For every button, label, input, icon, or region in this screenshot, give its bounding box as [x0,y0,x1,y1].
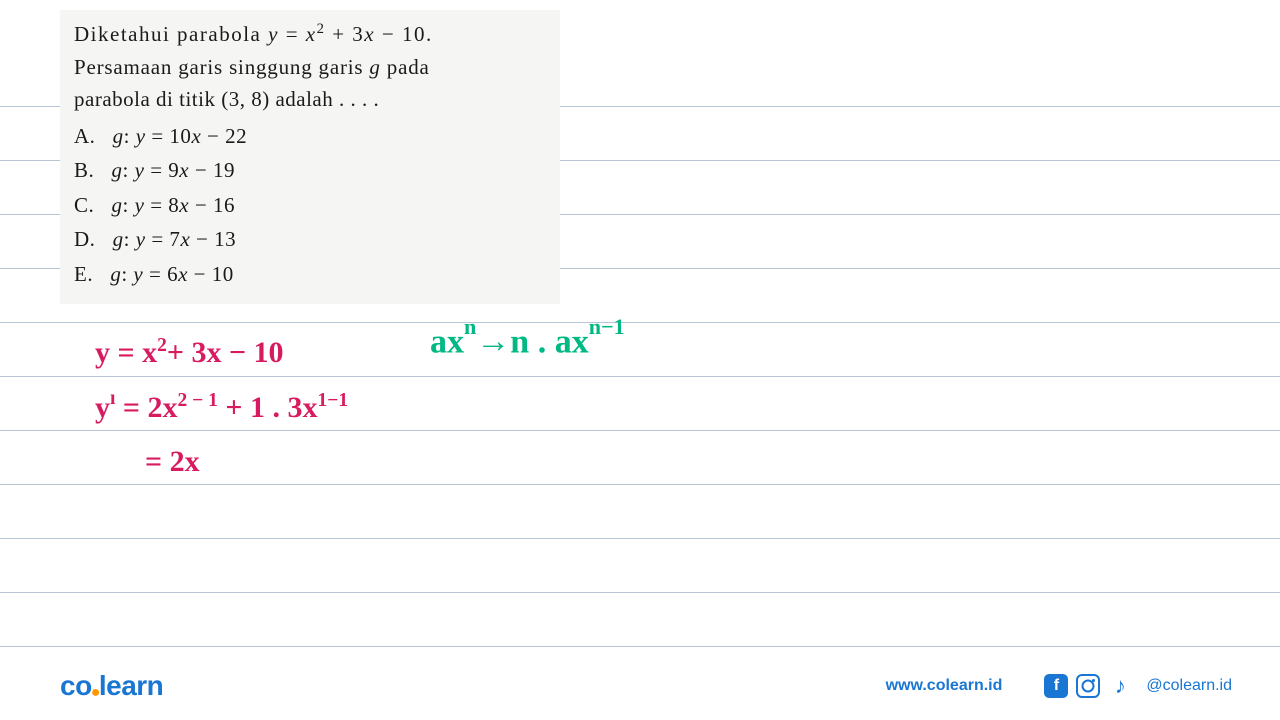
option-d: D. g: y = 7x − 13 [74,223,546,256]
var-x: x [180,227,190,251]
var-g: g [369,55,380,79]
hw-prime: ı [110,388,115,409]
question-text: Persamaan garis singgung garis [74,55,369,79]
logo: co●learn [60,670,163,702]
eq-text: = 9 [144,158,179,182]
var-y: y [268,22,279,46]
facebook-icon: f [1044,674,1068,698]
colon: : [121,262,133,286]
var-y: y [135,158,145,182]
eq-text: = 6 [143,262,178,286]
handwriting-eq-2: yı = 2x2 − 1 + 1 . 3x1−1 [95,390,348,425]
colon: : [124,227,136,251]
hw-exponent: n−1 [589,314,625,339]
var-x: x [306,22,317,46]
var-x: x [179,158,189,182]
hw-exponent: 2 [157,335,167,356]
var-x: x [191,124,201,148]
hw-exponent: 2 − 1 [178,390,218,411]
question-line-1: Diketahui parabola y = x2 + 3x − 10. [74,18,546,51]
footer-right: www.colearn.id f ♪ @colearn.id [886,674,1232,698]
hw-text: = 2x [145,445,200,478]
option-letter: B. [74,158,94,182]
instagram-icon [1076,674,1100,698]
eq-text: − 10. [375,22,433,46]
footer: co●learn www.colearn.id f ♪ @colearn.id [0,670,1280,702]
question-text: Diketahui parabola [74,22,268,46]
var-x: x [364,22,375,46]
hw-text: = 2x [115,391,177,424]
var-g: g [113,124,124,148]
var-y: y [136,124,146,148]
var-x: x [179,193,189,217]
colon: : [123,193,135,217]
option-a: A. g: y = 10x − 22 [74,120,546,153]
footer-url: www.colearn.id [886,677,1003,695]
eq-text: − 22 [201,124,247,148]
option-e: E. g: y = 6x − 10 [74,258,546,291]
var-g: g [113,227,124,251]
colon: : [123,158,135,182]
eq-text: − 13 [190,227,236,251]
hw-exponent: 1−1 [318,390,349,411]
var-y: y [133,262,143,286]
eq-text: = 7 [146,227,181,251]
logo-learn: learn [99,670,163,701]
var-g: g [112,158,123,182]
question-box: Diketahui parabola y = x2 + 3x − 10. Per… [60,10,560,304]
handwriting-eq-3: = 2x [145,445,200,479]
logo-co: co [60,670,92,701]
eq-text: = 10 [146,124,192,148]
eq-text: + 3 [325,22,364,46]
colon: : [124,124,136,148]
arrow-icon: → [476,323,510,361]
option-letter: E. [74,262,93,286]
eq-text: − 10 [188,262,234,286]
option-c: C. g: y = 8x − 16 [74,189,546,222]
eq-text: = 8 [144,193,179,217]
eq-text: − 16 [189,193,235,217]
eq-sign: = [279,22,306,46]
social-handle: @colearn.id [1146,677,1232,695]
eq-text: − 19 [189,158,235,182]
var-x: x [178,262,188,286]
hw-text: + 3x − 10 [167,336,284,369]
var-g: g [110,262,121,286]
logo-dot-icon: ● [91,684,100,702]
tiktok-icon: ♪ [1108,674,1132,698]
handwriting-eq-1: y = x2+ 3x − 10 [95,335,284,370]
var-g: g [112,193,123,217]
hw-text: + 1 . 3x [218,391,318,424]
question-line-3: parabola di titik (3, 8) adalah . . . . [74,83,546,116]
hw-text: y = x [95,336,157,369]
option-b: B. g: y = 9x − 19 [74,154,546,187]
handwriting-rule: axn → n . axn−1 [430,320,625,361]
hw-text: y [95,391,110,424]
hw-text: n . ax [510,323,588,360]
hw-exponent: n [464,314,476,339]
var-y: y [135,193,145,217]
options-list: A. g: y = 10x − 22 B. g: y = 9x − 19 C. … [74,120,546,291]
option-letter: C. [74,193,94,217]
hw-text: ax [430,323,464,360]
option-letter: A. [74,124,95,148]
option-letter: D. [74,227,95,251]
question-text: pada [381,55,430,79]
social-icons: f ♪ [1044,674,1132,698]
question-line-2: Persamaan garis singgung garis g pada [74,51,546,84]
var-y: y [136,227,146,251]
